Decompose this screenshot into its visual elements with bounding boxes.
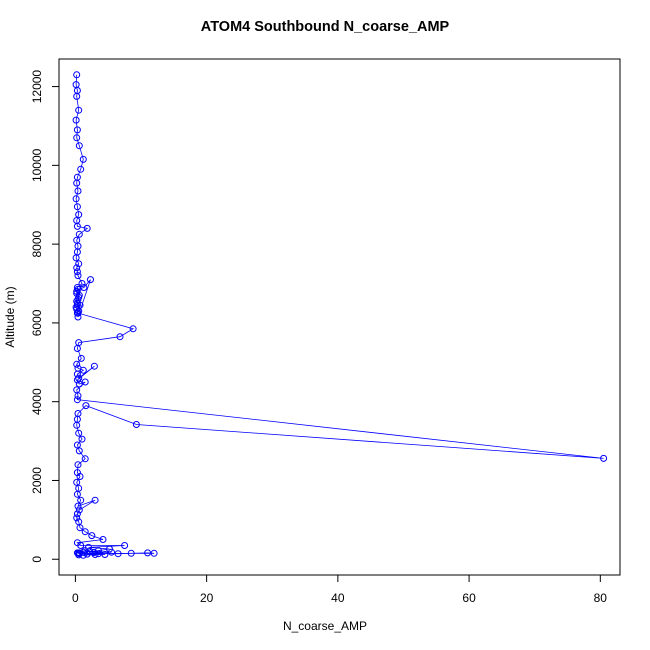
data-point: [73, 490, 81, 498]
data-point: [91, 551, 99, 558]
data-point: [73, 71, 81, 79]
data-point: [73, 510, 81, 518]
data-point: [79, 366, 87, 374]
data-point: [150, 549, 158, 557]
data-point: [75, 142, 83, 150]
data-point: [144, 549, 152, 557]
data-point: [77, 542, 85, 549]
data-point: [132, 421, 140, 428]
data-point: [94, 550, 102, 558]
data-point: [74, 313, 82, 321]
data-point: [73, 478, 81, 486]
data-point: [74, 187, 82, 195]
data-point: [77, 165, 85, 173]
data-point: [75, 551, 83, 559]
data-point: [73, 268, 81, 276]
data-point: [75, 506, 83, 514]
data-point: [73, 134, 81, 142]
data-point: [73, 289, 81, 297]
data-point: [73, 264, 81, 272]
data-point: [121, 542, 129, 549]
y-tick-label: 6000: [30, 309, 44, 336]
data-point: [90, 362, 98, 370]
data-point: [73, 203, 81, 211]
data-point: [81, 378, 89, 386]
data-point: [81, 455, 89, 463]
data-point: [91, 496, 99, 504]
data-point: [75, 447, 83, 455]
data-point: [76, 473, 84, 480]
data-point: [78, 280, 86, 287]
y-tick-label: 0: [30, 556, 44, 563]
data-point: [74, 392, 82, 400]
data-point: [73, 360, 81, 368]
data-point: [73, 305, 81, 313]
data-point: [72, 254, 80, 262]
x-tick-label: 40: [331, 591, 345, 605]
data-point: [116, 333, 124, 341]
data-point: [75, 211, 83, 219]
data-point: [81, 547, 89, 555]
data-point: [108, 548, 115, 556]
data-point: [83, 224, 91, 232]
data-point: [74, 309, 82, 317]
data-point: [73, 514, 81, 522]
x-axis-label: N_coarse_AMP: [282, 619, 368, 633]
data-point: [90, 549, 98, 556]
data-point: [600, 454, 608, 462]
data-point: [79, 551, 87, 559]
data-point: [129, 325, 137, 333]
data-point: [75, 260, 83, 268]
data-point: [75, 230, 83, 238]
data-point: [76, 524, 84, 532]
data-point: [77, 354, 85, 362]
y-tick-label: 2000: [30, 467, 44, 494]
x-tick-label: 60: [462, 591, 476, 605]
data-point: [86, 547, 94, 555]
data-point: [73, 376, 81, 384]
data-point: [72, 195, 80, 203]
y-tick-label: 10000: [30, 148, 44, 182]
data-point: [73, 92, 81, 100]
data-point: [73, 421, 81, 429]
data-point: [75, 429, 83, 437]
data-point: [72, 116, 80, 124]
data-point: [73, 345, 81, 352]
data-point: [81, 528, 89, 536]
data-point: [127, 549, 135, 557]
data-point: [78, 435, 86, 443]
plot-frame: [58, 58, 621, 576]
x-tick-label: 0: [72, 591, 79, 605]
data-point: [74, 272, 82, 280]
data-point: [114, 550, 122, 558]
y-axis-label: Altitude (m): [3, 286, 17, 348]
data-point: [73, 179, 81, 187]
data-point: [79, 155, 87, 163]
data-point: [73, 396, 81, 404]
data-point: [75, 380, 83, 388]
data-point: [77, 496, 85, 504]
x-tick-label: 80: [594, 591, 608, 605]
data-point: [75, 106, 83, 114]
y-tick-label: 8000: [30, 230, 44, 257]
data-point: [73, 126, 81, 134]
y-tick-label: 4000: [30, 388, 44, 415]
data-point: [87, 276, 94, 284]
data-point: [99, 536, 107, 543]
data-point: [82, 402, 90, 410]
data-point: [73, 222, 81, 230]
series-line: [75, 74, 604, 556]
y-tick-label: 12000: [30, 70, 44, 104]
data-point: [74, 285, 82, 293]
data-point: [74, 502, 82, 510]
data-point: [74, 461, 82, 469]
chart-title: ATOM4 Southbound N_coarse_AMP: [200, 19, 450, 35]
x-tick-label: 20: [200, 591, 214, 605]
data-point: [101, 551, 109, 558]
data-point: [88, 532, 96, 540]
